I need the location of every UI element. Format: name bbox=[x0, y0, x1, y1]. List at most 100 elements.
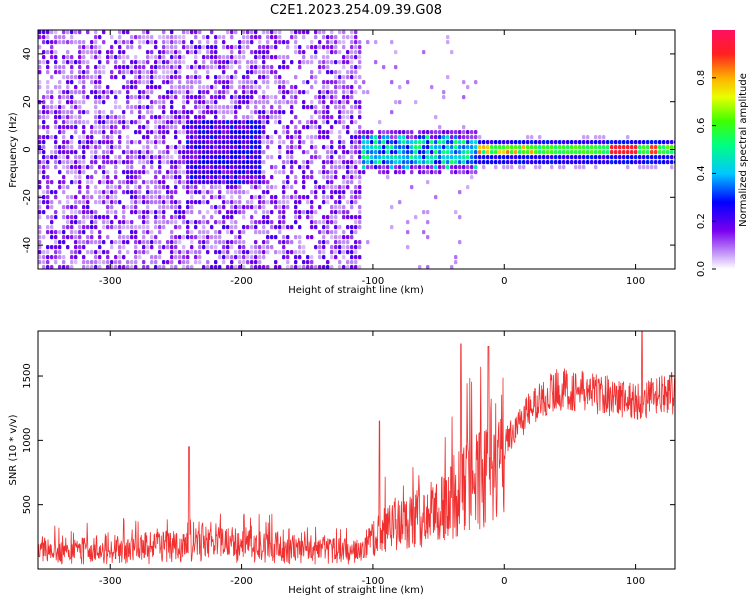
heatmap-cell bbox=[438, 125, 442, 130]
heatmap-cell bbox=[346, 185, 350, 190]
heatmap-cell bbox=[314, 75, 318, 80]
heatmap-cell bbox=[450, 130, 454, 135]
heatmap-cell bbox=[54, 250, 58, 255]
heatmap-cell bbox=[46, 105, 50, 110]
heatmap-cell bbox=[206, 40, 210, 45]
heatmap-cell bbox=[174, 235, 178, 240]
heatmap-cell bbox=[638, 145, 642, 150]
heatmap-cell bbox=[258, 135, 262, 140]
heatmap-cell bbox=[106, 195, 110, 200]
heatmap-cell bbox=[198, 75, 202, 80]
heatmap-cell bbox=[130, 60, 134, 65]
heatmap-cell bbox=[350, 60, 354, 65]
heatmap-cell bbox=[118, 160, 122, 165]
heatmap-cell bbox=[226, 65, 230, 70]
heatmap-cell bbox=[314, 225, 318, 230]
heatmap-cell bbox=[230, 85, 234, 90]
heatmap-cell bbox=[94, 140, 98, 145]
heatmap-cell bbox=[58, 85, 62, 90]
heatmap-cell bbox=[50, 45, 54, 50]
heatmap-cell bbox=[334, 75, 338, 80]
heatmap-cell bbox=[110, 210, 114, 215]
heatmap-cell bbox=[258, 40, 262, 45]
heatmap-cell bbox=[350, 230, 354, 235]
heatmap-cell bbox=[222, 45, 226, 50]
heatmap-cell bbox=[450, 265, 454, 269]
heatmap-cell bbox=[70, 150, 74, 155]
heatmap-cell bbox=[418, 140, 422, 145]
heatmap-cell bbox=[174, 120, 178, 125]
heatmap-cell bbox=[154, 65, 158, 70]
heatmap-cell bbox=[286, 155, 290, 160]
heatmap-cell bbox=[218, 120, 222, 125]
heatmap-cell bbox=[138, 90, 142, 95]
heatmap-cell bbox=[206, 125, 210, 130]
heatmap-cell bbox=[154, 75, 158, 80]
heatmap-cell bbox=[154, 175, 158, 180]
heatmap-cell bbox=[234, 210, 238, 215]
heatmap-cell bbox=[326, 110, 330, 115]
heatmap-cell bbox=[322, 250, 326, 255]
heatmap-cell bbox=[342, 55, 346, 60]
heatmap-cell bbox=[142, 80, 146, 85]
heatmap-cell bbox=[298, 215, 302, 220]
heatmap-cell bbox=[54, 245, 58, 250]
heatmap-cell bbox=[266, 50, 270, 55]
heatmap-cell bbox=[262, 30, 266, 35]
heatmap-cell bbox=[330, 145, 334, 150]
heatmap-cell bbox=[202, 35, 206, 40]
heatmap-cell bbox=[194, 250, 198, 255]
heatmap-cell bbox=[130, 120, 134, 125]
heatmap-cell bbox=[178, 155, 182, 160]
heatmap-cell bbox=[438, 145, 442, 150]
heatmap-cell bbox=[146, 110, 150, 115]
heatmap-cell bbox=[234, 180, 238, 185]
heatmap-cell bbox=[114, 60, 118, 65]
heatmap-cell bbox=[122, 235, 126, 240]
heatmap-cell bbox=[214, 60, 218, 65]
heatmap-cell bbox=[310, 190, 314, 195]
heatmap-cell bbox=[282, 190, 286, 195]
heatmap-cell bbox=[190, 80, 194, 85]
heatmap-cell bbox=[230, 150, 234, 155]
heatmap-cell bbox=[338, 225, 342, 230]
heatmap-cell bbox=[402, 140, 406, 145]
heatmap-cell bbox=[178, 85, 182, 90]
heatmap-cell bbox=[58, 255, 62, 260]
heatmap-cell bbox=[322, 245, 326, 250]
heatmap-cell bbox=[350, 75, 354, 80]
heatmap-cell bbox=[406, 150, 410, 155]
heatmap-cell bbox=[322, 35, 326, 40]
heatmap-cell bbox=[102, 155, 106, 160]
heatmap-cell bbox=[278, 65, 282, 70]
heatmap-cell bbox=[94, 255, 98, 260]
heatmap-cell bbox=[486, 160, 490, 165]
heatmap-cell bbox=[198, 150, 202, 155]
heatmap-cell bbox=[174, 85, 178, 90]
heatmap-cell bbox=[58, 265, 62, 269]
heatmap-cell bbox=[106, 210, 110, 215]
heatmap-cell bbox=[166, 175, 170, 180]
heatmap-cell bbox=[242, 175, 246, 180]
heatmap-cell bbox=[350, 35, 354, 40]
heatmap-cell bbox=[342, 210, 346, 215]
heatmap-cell bbox=[54, 40, 58, 45]
heatmap-cell bbox=[190, 110, 194, 115]
heatmap-cell bbox=[266, 35, 270, 40]
heatmap-cell bbox=[410, 170, 414, 175]
heatmap-cell bbox=[238, 230, 242, 235]
heatmap-cell bbox=[146, 85, 150, 90]
heatmap-cell bbox=[222, 120, 226, 125]
heatmap-cell bbox=[358, 75, 362, 80]
heatmap-cell bbox=[518, 140, 522, 145]
heatmap-cell bbox=[334, 165, 338, 170]
heatmap-cell bbox=[302, 125, 306, 130]
heatmap-cell bbox=[98, 70, 102, 75]
heatmap-cell bbox=[294, 220, 298, 225]
heatmap-cell bbox=[598, 140, 602, 145]
heatmap-cell bbox=[70, 210, 74, 215]
heatmap-cell bbox=[342, 235, 346, 240]
heatmap-cell bbox=[122, 125, 126, 130]
heatmap-cell bbox=[82, 165, 86, 170]
heatmap-cell bbox=[426, 265, 430, 269]
